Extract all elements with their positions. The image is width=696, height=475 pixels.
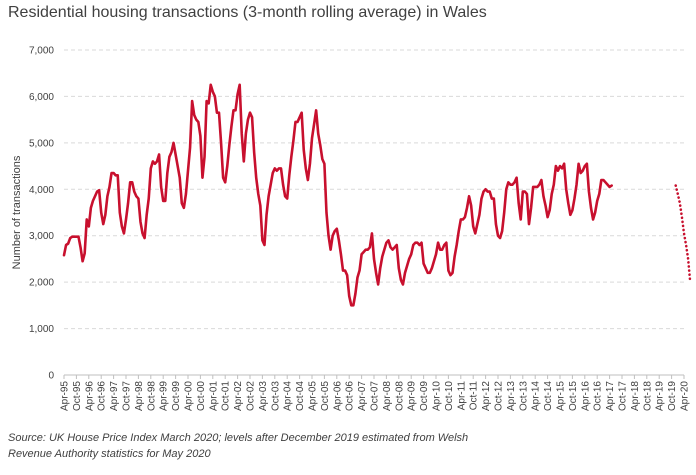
x-tick-label: Oct-99 [171, 381, 182, 411]
x-tick-label: Apr-99 [159, 381, 170, 411]
x-tick-label: Apr-18 [630, 381, 641, 411]
y-axis-ticks: 0 1,000 2,000 3,000 4,000 5,000 6,000 7,000 [29, 46, 54, 382]
x-tick-label: Oct-17 [618, 381, 629, 411]
x-tick-label: Apr-14 [531, 381, 542, 411]
x-tick-label: Apr-08 [382, 381, 393, 411]
x-tick-label: Apr-09 [407, 381, 418, 411]
x-tick-label: Oct-09 [419, 381, 430, 411]
y-axis-title: Number of transactions [11, 155, 23, 269]
x-tick-label: Apr-05 [308, 381, 319, 411]
series-line-transactions [62, 83, 613, 307]
x-tick-label: Oct-97 [122, 381, 133, 411]
series-line-estimated [674, 184, 692, 284]
x-tick-label: Oct-13 [518, 381, 529, 411]
x-tick-label: Oct-02 [246, 381, 257, 411]
x-tick-label: Oct-16 [593, 381, 604, 411]
x-tick-label: Oct-18 [642, 381, 653, 411]
chart: 0 1,000 2,000 3,000 4,000 5,000 6,000 7,000 Apr… [11, 46, 692, 411]
x-tick-label: Oct-19 [667, 381, 678, 411]
x-tick-label: Oct-12 [494, 381, 505, 411]
x-tick-label: Apr-13 [506, 381, 517, 411]
x-tick-label: Oct-08 [394, 381, 405, 411]
y-tick-label: 6,000 [29, 92, 54, 103]
x-tick-label: Apr-10 [432, 381, 443, 411]
x-tick-label: Apr-95 [60, 381, 71, 411]
x-tick-label: Oct-04 [295, 381, 306, 411]
x-tick-label: Apr-15 [556, 381, 567, 411]
x-tick-label: Apr-03 [258, 381, 269, 411]
y-tick-label: 5,000 [29, 138, 54, 149]
source-note-line-2: Revenue Authority statistics for May 202… [8, 448, 211, 460]
x-tick-label: Oct-05 [320, 381, 331, 411]
y-tick-label: 3,000 [29, 231, 54, 242]
x-tick-label: Oct-07 [370, 381, 381, 411]
y-tick-label: 7,000 [29, 46, 54, 57]
x-tick-label: Apr-19 [655, 381, 666, 411]
x-tick-label: Apr-20 [680, 381, 691, 411]
x-tick-label: Oct-03 [270, 381, 281, 411]
y-tick-label: 2,000 [29, 278, 54, 289]
x-axis-ticks: Apr-95 Oct-95 Apr-96 Oct-96 Apr-97 Oct-97 Apr-… [60, 375, 691, 411]
x-tick-label: Oct-98 [146, 381, 157, 411]
y-tick-label: 1,000 [29, 324, 54, 335]
series-group [62, 83, 692, 307]
x-tick-label: Apr-97 [109, 381, 120, 411]
x-tick-label: Apr-00 [184, 381, 195, 411]
x-tick-label: Apr-11 [456, 381, 467, 411]
x-tick-label: Apr-17 [605, 381, 616, 411]
x-tick-label: Oct-00 [196, 381, 207, 411]
source-note-line-1: Source: UK House Price Index March 2020;… [8, 432, 469, 444]
x-tick-label: Apr-06 [332, 381, 343, 411]
x-tick-label: Oct-11 [469, 381, 480, 411]
x-tick-label: Apr-07 [357, 381, 368, 411]
y-tick-label: 0 [48, 371, 54, 382]
y-tick-label: 4,000 [29, 185, 54, 196]
x-tick-label: Oct-06 [345, 381, 356, 411]
x-tick-label: Oct-15 [568, 381, 579, 411]
gridlines [64, 49, 684, 330]
source-note: Source: UK House Price Index March 2020;… [8, 430, 668, 462]
x-tick-label: Apr-98 [134, 381, 145, 411]
x-tick-label: Apr-01 [208, 381, 219, 411]
x-tick-label: Apr-02 [233, 381, 244, 411]
x-tick-label: Oct-10 [444, 381, 455, 411]
x-tick-label: Oct-01 [221, 381, 232, 411]
x-tick-label: Oct-96 [97, 381, 108, 411]
x-tick-label: Apr-16 [580, 381, 591, 411]
x-tick-label: Apr-12 [481, 381, 492, 411]
x-tick-label: Oct-95 [72, 381, 83, 411]
chart-title: Residential housing transactions (3-mont… [8, 4, 487, 21]
x-tick-label: Apr-04 [283, 381, 294, 411]
x-tick-label: Oct-14 [543, 381, 554, 411]
x-tick-label: Apr-96 [84, 381, 95, 411]
